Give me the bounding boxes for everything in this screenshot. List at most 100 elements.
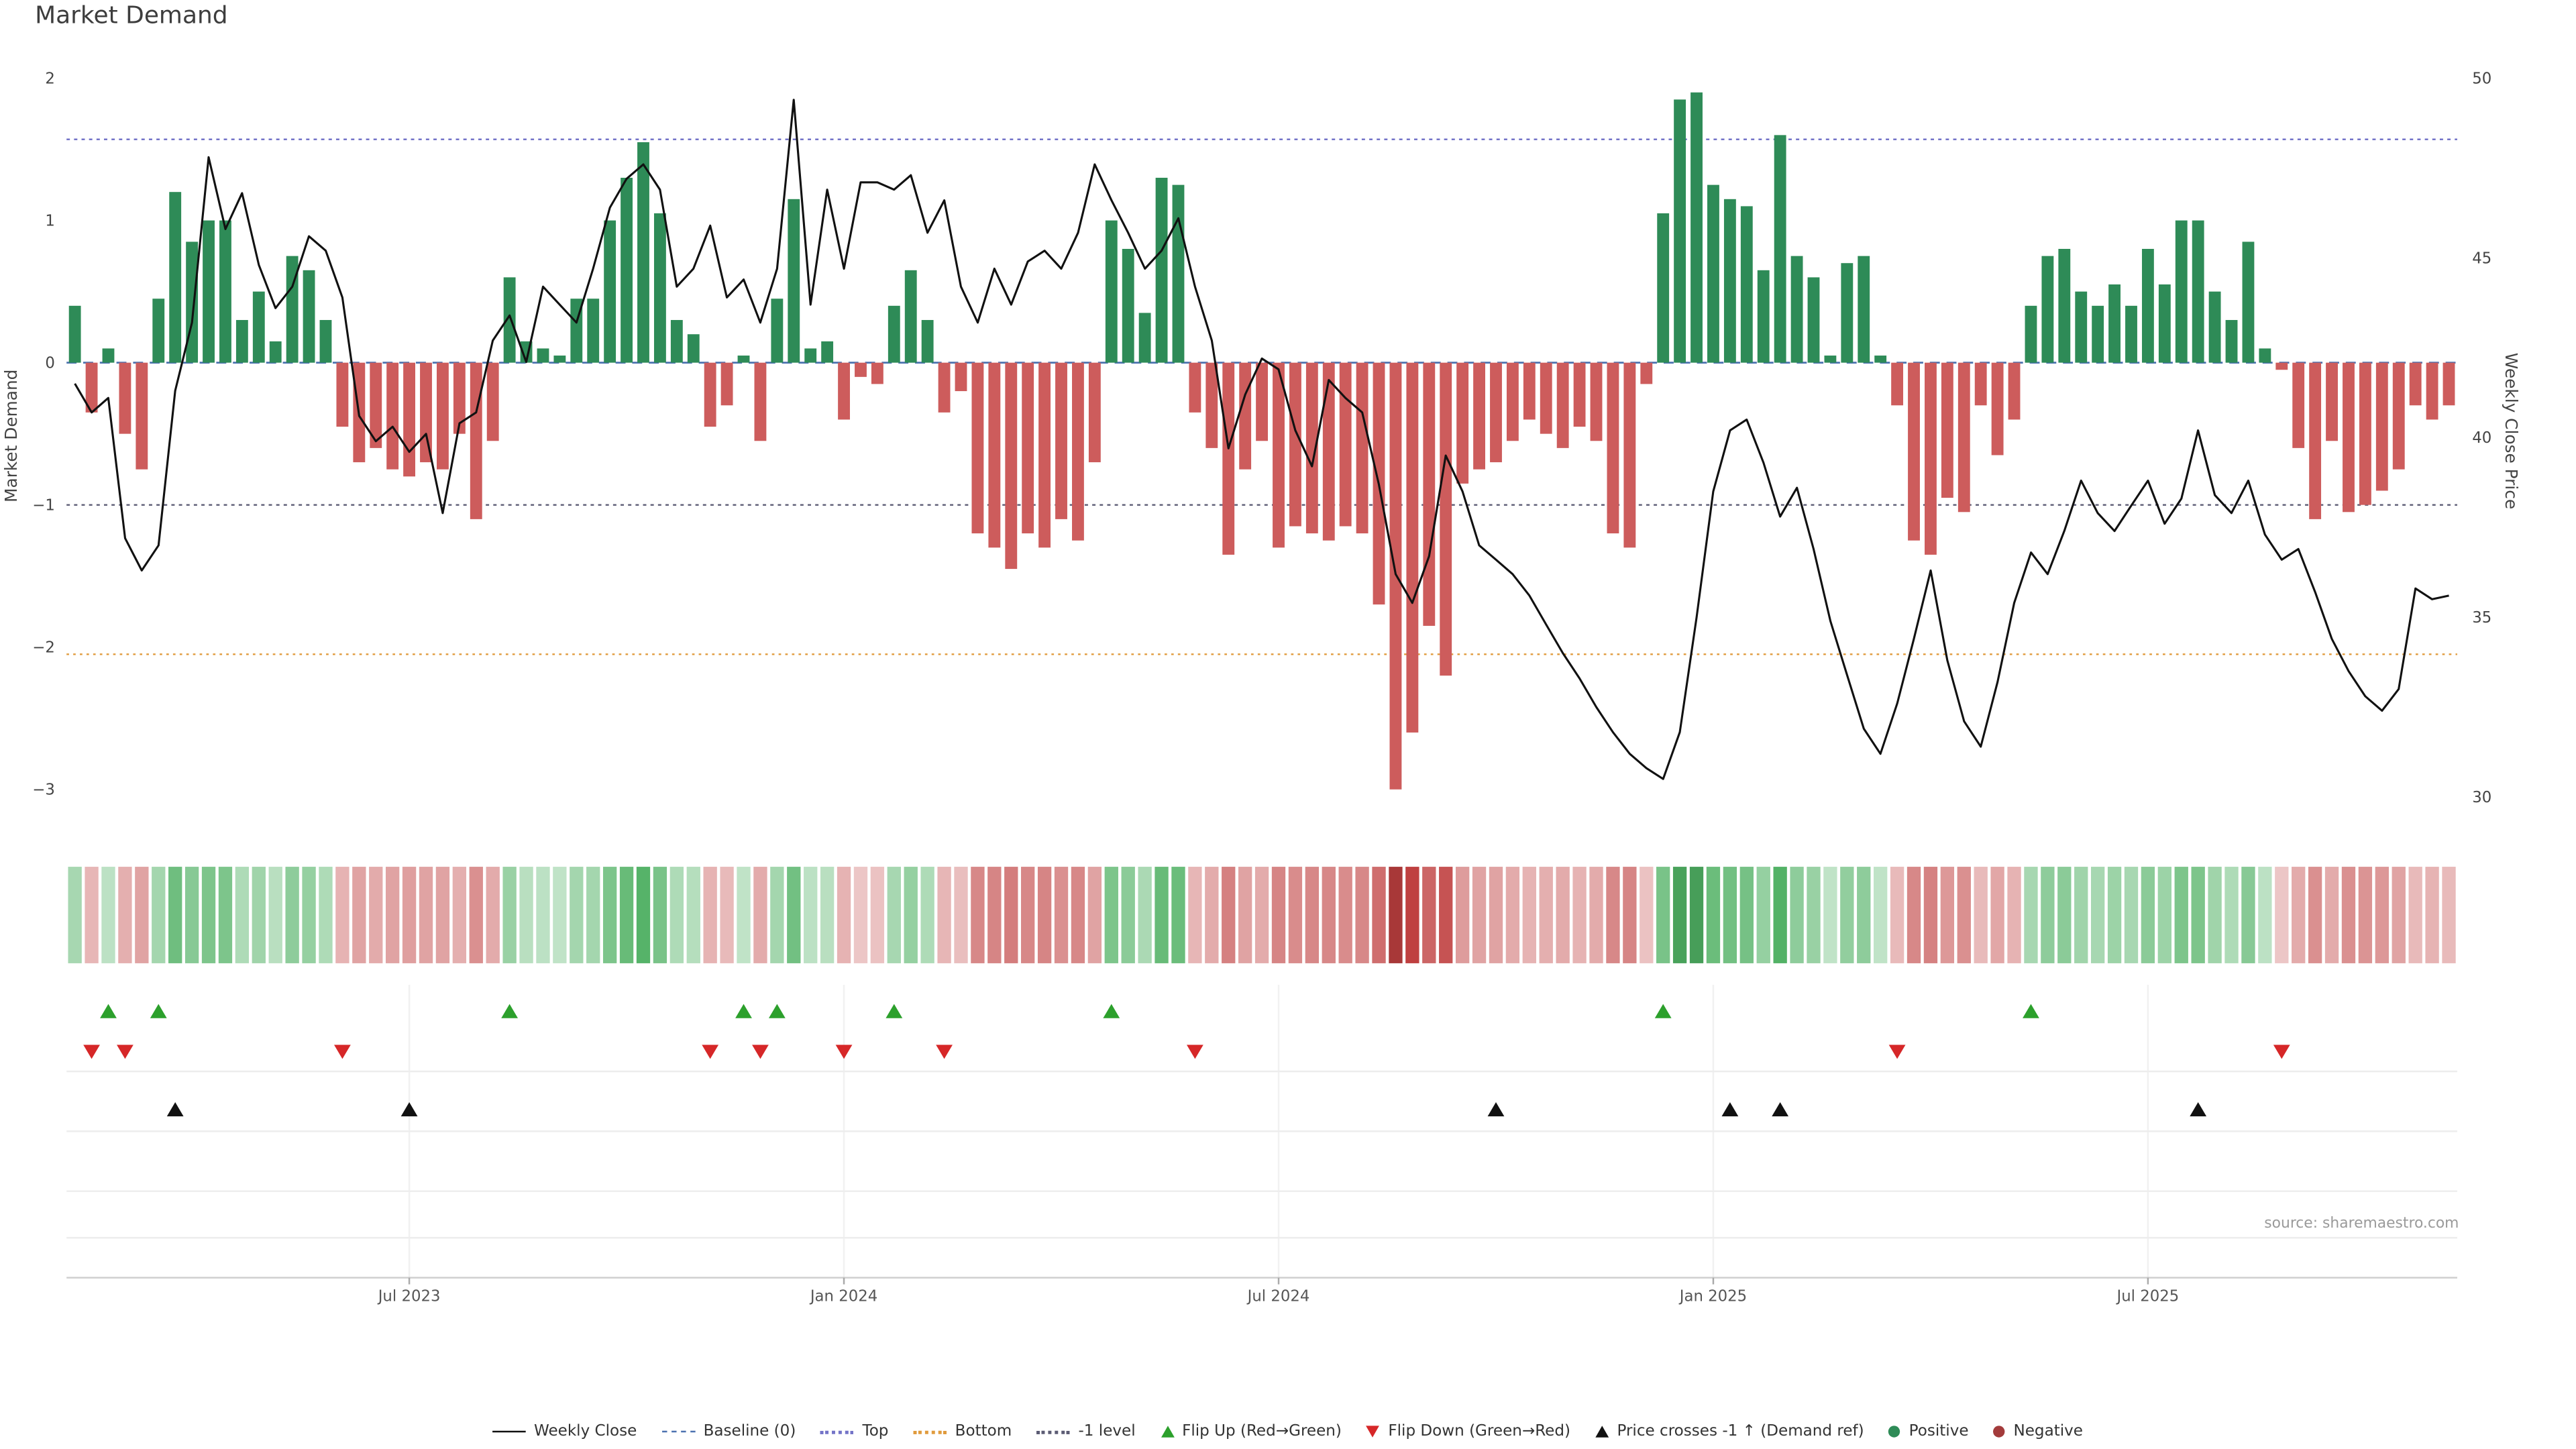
heatmap-cell [1857,867,1871,963]
right-axis-title: Weekly Close Price [2500,352,2519,510]
legend-swatch-top [820,1430,855,1434]
heatmap-cell [2074,867,2088,963]
demand-bar-negative [1289,362,1301,527]
heatmap-cell [1539,867,1553,963]
x-axis-tick: Jan 2025 [1678,1287,1747,1305]
left-axis-tick: −2 [32,639,55,657]
heatmap-cell [971,867,985,963]
demand-bar-negative [1256,362,1269,441]
legend-item-flip-up: Flip Up (Red→Green) [1160,1422,1342,1441]
demand-bar-negative [720,362,733,406]
heatmap-cell [1940,867,1955,963]
heatmap-cell [2057,867,2072,963]
demand-bar-negative [1573,362,1586,427]
demand-bar-negative [486,362,499,441]
demand-bar-positive [286,256,299,363]
demand-bar-negative [1440,362,1452,676]
heatmap-cell [1572,867,1587,963]
legend-swatch-bottom [913,1430,947,1434]
demand-bar-positive [2025,305,2037,363]
demand-bar-positive [537,348,549,363]
heatmap-cell [201,867,216,963]
heatmap-cell [302,867,316,963]
demand-bar-positive [2058,249,2071,363]
demand-bar-positive [1172,184,1185,363]
heatmap-cell [2024,867,2038,963]
demand-bar-positive [1790,256,1803,363]
demand-bar-negative [420,362,432,463]
demand-bar-negative [1506,362,1519,441]
flip-down-marker [702,1044,719,1059]
demand-bar-positive [637,142,649,363]
demand-bar-positive [303,270,315,363]
heatmap-cell [2392,867,2406,963]
demand-bar-positive [1122,249,1134,363]
heatmap-cell [68,867,82,963]
demand-bar-positive [888,305,900,363]
demand-bar-positive [1841,263,1854,363]
demand-bar-negative [1005,362,1018,570]
heatmap-cell [101,867,115,963]
demand-bar-positive [670,320,683,363]
heatmap-cell [502,867,517,963]
legend-label-negative: Negative [2013,1422,2083,1441]
heatmap-cell [703,867,717,963]
heatmap-cell [1121,867,1135,963]
heatmap-cell [1723,867,1737,963]
legend-swatch-flip-down-icon [1366,1426,1380,1438]
legend-item-weekly-close: Weekly Close [492,1422,637,1441]
x-axis-tick: Jul 2025 [2116,1287,2180,1305]
price-cross-marker [1721,1102,1739,1117]
heatmap-cell [1689,867,1704,963]
demand-bar-negative [1925,362,1937,555]
demand-bar-positive [2092,305,2104,363]
heatmap-cell [1288,867,1303,963]
heatmap-cell [853,867,868,963]
heatmap-cell [787,867,801,963]
demand-bar-negative [2359,362,2371,505]
demand-bar-positive [2242,241,2255,363]
demand-bar-negative [386,362,399,470]
left-axis-tick: 2 [45,70,55,87]
legend-item-minus1-level: -1 level [1036,1422,1136,1441]
heatmap-cell [1389,867,1403,963]
flip-down-marker [752,1044,769,1059]
demand-bar-positive [1807,277,1820,363]
demand-bar-positive [1707,184,1719,363]
heatmap-cell [1823,867,1837,963]
heatmap-cell [268,867,282,963]
flip-down-marker [1888,1044,1906,1059]
demand-bar-negative [1991,362,2004,455]
legend-swatch-negative [1993,1426,2006,1438]
flip-up-marker [501,1004,519,1018]
demand-bar-negative [1523,362,1536,420]
heatmap-cell [1338,867,1352,963]
flip-down-marker [334,1044,351,1059]
demand-bar-negative [2426,362,2438,420]
demand-bar-negative [2275,362,2288,370]
heatmap-cell [1623,867,1637,963]
demand-bar-positive [604,220,616,363]
demand-bar-negative [1273,362,1285,548]
price-cross-marker [2190,1102,2207,1117]
legend-item-negative: Negative [1993,1422,2083,1441]
heatmap-cell [1271,867,1286,963]
demand-bar-positive [169,192,182,363]
right-axis-tick: 50 [2472,70,2491,87]
right-axis-tick: 35 [2472,609,2491,627]
demand-bar-positive [1657,213,1670,363]
heatmap-cell [887,867,901,963]
legend-item-price-cross: Price crosses -1 ↑ (Demand ref) [1595,1422,1864,1441]
heatmap-cell [1071,867,1085,963]
heatmap-cell [1489,867,1503,963]
demand-bar-negative [1456,362,1469,484]
legend-item-bottom: Bottom [913,1422,1012,1441]
price-cross-marker [1772,1102,1789,1117]
demand-bar-positive [788,199,800,363]
legend-label-price-cross: Price crosses -1 ↑ (Demand ref) [1617,1422,1864,1441]
flip-down-marker [117,1044,133,1059]
heatmap-cell [1807,867,1821,963]
heatmap-cell [2224,867,2239,963]
